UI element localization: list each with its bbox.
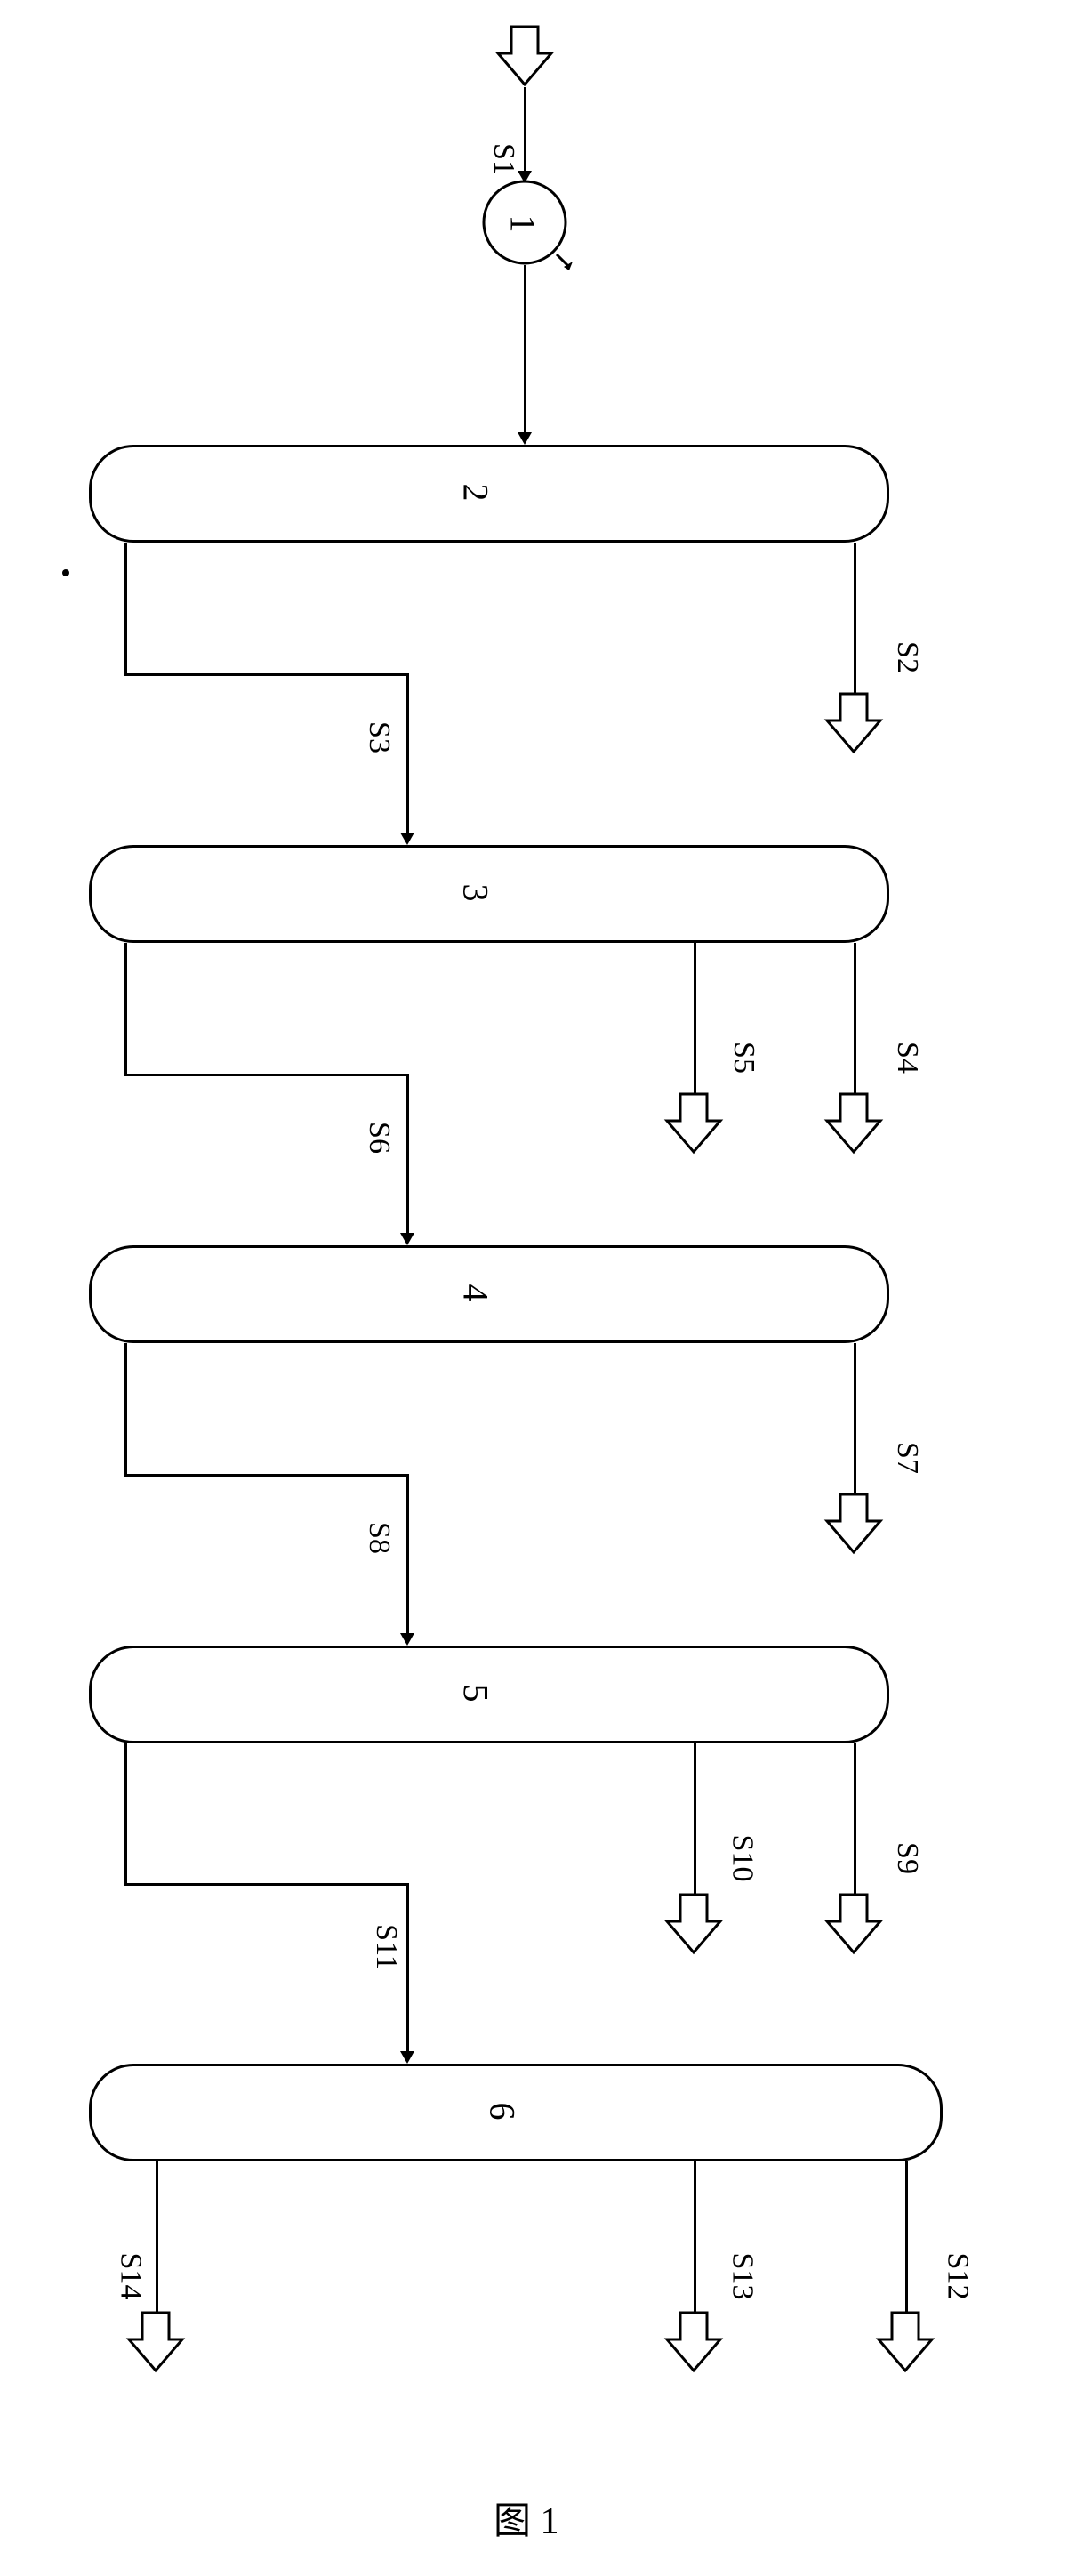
vessel-5-label: 5 xyxy=(455,1685,497,1703)
stream-label-s2: S2 xyxy=(890,641,924,673)
stream-label-s7: S7 xyxy=(890,1442,924,1474)
vessel-3-label: 3 xyxy=(455,884,497,902)
input-arrow-icon xyxy=(498,27,551,89)
dot-v2 xyxy=(62,569,69,576)
figure-caption: 图 1 xyxy=(494,2491,559,2545)
line-s12 xyxy=(905,2161,908,2313)
arrow-s9-icon xyxy=(827,1895,880,1957)
stream-label-s6: S6 xyxy=(362,1122,396,1154)
line-s9 xyxy=(854,1743,856,1895)
line-s13 xyxy=(694,2161,696,2313)
line-s11-b xyxy=(124,1883,409,1886)
line-s8-a xyxy=(124,1343,127,1477)
stream-label-s5: S5 xyxy=(727,1042,760,1074)
stream-label-s3: S3 xyxy=(362,721,396,753)
stream-label-s1: S1 xyxy=(486,143,520,175)
line-s4 xyxy=(854,943,856,1094)
line-s6-c xyxy=(406,1074,409,1239)
stream-label-s8: S8 xyxy=(362,1522,396,1554)
line-s6-b xyxy=(124,1074,409,1076)
vessel-4-label: 4 xyxy=(455,1284,497,1302)
line-s3-c xyxy=(406,673,409,839)
vessel-2-label: 2 xyxy=(455,484,497,502)
stream-label-s11: S11 xyxy=(369,1924,403,1970)
arrow-s4-icon xyxy=(827,1094,880,1156)
line-s11-c xyxy=(406,1883,409,2057)
stream-label-s10: S10 xyxy=(725,1835,759,1882)
arrow-s2-icon xyxy=(827,694,880,756)
arrow-s13-icon xyxy=(667,2313,720,2375)
stream-label-s9: S9 xyxy=(890,1842,924,1874)
stream-label-s13: S13 xyxy=(725,2253,759,2300)
line-hx-v2 xyxy=(524,265,526,439)
line-s3-b xyxy=(124,673,409,676)
line-s5 xyxy=(694,943,696,1094)
line-s11-a xyxy=(124,1743,127,1886)
heat-exchanger-tick-icon xyxy=(557,254,583,281)
stream-label-s12: S12 xyxy=(940,2253,974,2300)
arrow-s5-icon xyxy=(667,1094,720,1156)
heat-exchanger-label: 1 xyxy=(502,215,544,233)
line-s14 xyxy=(156,2161,158,2313)
line-s1 xyxy=(524,87,526,180)
line-s3-a xyxy=(124,543,127,676)
stream-label-s14: S14 xyxy=(113,2253,147,2300)
arrow-s7-icon xyxy=(827,1494,880,1557)
line-s6-a xyxy=(124,943,127,1076)
arrow-s10-icon xyxy=(667,1895,720,1957)
line-s2 xyxy=(854,543,856,694)
arrow-s12-icon xyxy=(879,2313,932,2375)
line-s8-b xyxy=(124,1474,409,1477)
line-s10 xyxy=(694,1743,696,1895)
line-s8-c xyxy=(406,1474,409,1639)
line-s7 xyxy=(854,1343,856,1494)
stream-label-s4: S4 xyxy=(890,1042,924,1074)
vessel-6-label: 6 xyxy=(482,2103,524,2121)
arrow-s14-icon xyxy=(129,2313,182,2375)
